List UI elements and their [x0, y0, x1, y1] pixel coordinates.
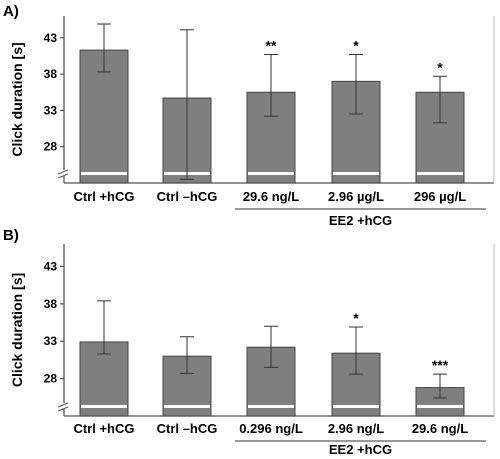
- panel-a-axis-break-mark: [57, 173, 69, 179]
- panel-b-significance-marker: *: [353, 310, 359, 326]
- panel-a-y-tick-label: 28: [44, 140, 58, 154]
- panel-b-bar-break-stripe: [333, 405, 379, 408]
- panel-b-bar-break-stripe: [417, 405, 463, 408]
- panel-b-y-tick-label: 43: [44, 259, 58, 273]
- panel-b-y-tick-label: 33: [44, 334, 58, 348]
- panel-a-category-label: 29.6 ng/L: [243, 189, 299, 204]
- panel-b-bar-break-stripe: [81, 405, 127, 408]
- panel-a-bar-break-stripe: [248, 172, 294, 175]
- panel-a-y-tick-label: 38: [44, 67, 58, 81]
- panel-a-significance-marker: **: [266, 37, 277, 53]
- panel-a-y-tick-label: 33: [44, 103, 58, 117]
- panel-b-significance-marker: ***: [432, 357, 449, 373]
- panel-a-significance-marker: *: [353, 37, 359, 53]
- panel-a-group-label: EE2 +hCG: [329, 213, 392, 228]
- panel-b-bar-break-stripe: [248, 405, 294, 408]
- panel-b-bar: [79, 341, 129, 417]
- panel-a-y-tick-label: 43: [44, 31, 58, 45]
- panel-b-y-axis-label: Click duration [s]: [9, 273, 25, 387]
- panel-a-significance-marker: *: [437, 59, 443, 75]
- panel-a-category-label: Ctrl –hCG: [157, 189, 218, 204]
- panel-a-label: A): [3, 3, 19, 20]
- panel-b-category-label: Ctrl +hCG: [73, 421, 134, 436]
- panel-a-bar-break-stripe: [81, 172, 127, 175]
- panel-b-axis-break-mark: [57, 406, 69, 412]
- panel-b-category-label: 0.296 ng/L: [239, 421, 303, 436]
- panel-b-bar-break-stripe: [164, 405, 210, 408]
- panel-b-label: B): [3, 227, 19, 244]
- panel-b-axis-break-mark: [57, 402, 69, 408]
- panel-a-category-label: 296 µg/L: [414, 189, 466, 204]
- panel-b-y-tick-label: 28: [44, 372, 58, 386]
- panel-b-category-label: 2.96 ng/L: [328, 421, 384, 436]
- panel-a-axis-break-gap: [58, 170, 70, 176]
- panel-b-axis-break-gap: [58, 403, 70, 409]
- panel-b-y-tick-label: 38: [44, 297, 58, 311]
- panel-a-bar: [79, 49, 129, 184]
- panel-a-y-axis-label: Click duration [s]: [9, 42, 25, 156]
- panel-a-category-label: 2.96 µg/L: [328, 189, 384, 204]
- panel-b-category-label: Ctrl –hCG: [157, 421, 218, 436]
- panel-a-axis-break-mark: [57, 169, 69, 175]
- panel-a-category-label: Ctrl +hCG: [73, 189, 134, 204]
- panel-b-category-label: 29.6 ng/L: [412, 421, 468, 436]
- panel-b-group-label: EE2 +hCG: [329, 442, 392, 457]
- panel-a-bar-break-stripe: [333, 172, 379, 175]
- panel-a-bar-break-stripe: [417, 172, 463, 175]
